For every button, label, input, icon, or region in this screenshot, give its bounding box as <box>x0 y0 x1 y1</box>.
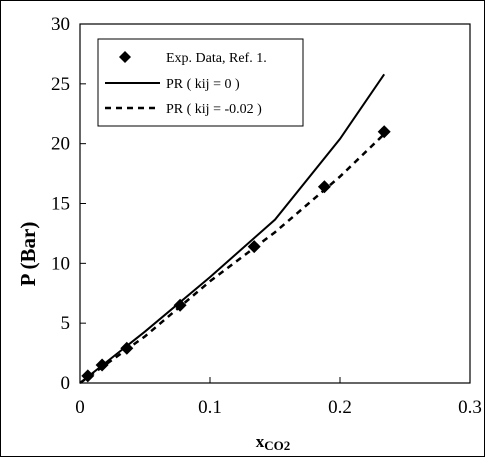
data-series <box>79 73 391 385</box>
x-axis-label-main: x <box>256 432 265 451</box>
x-tick-label: 0.1 <box>198 397 222 418</box>
legend: Exp. Data, Ref. 1. PR ( kij = 0 ) PR ( kij… <box>97 38 304 127</box>
legend-label: PR ( kij = 0 ) <box>166 77 240 92</box>
data-point-diamond <box>377 125 391 139</box>
x-axis-label: xCO2 <box>256 432 291 453</box>
legend-marker-diamond <box>119 51 131 63</box>
y-tick-label: 25 <box>51 74 70 95</box>
x-tick-label: 0.2 <box>328 397 352 418</box>
legend-label: Exp. Data, Ref. 1. <box>166 51 267 66</box>
axis-ticks: 0 5 10 15 20 25 30 0 0.1 0.2 0.3 <box>51 14 482 418</box>
data-point-diamond <box>317 180 331 194</box>
x-axis-label-subscript: CO2 <box>264 438 290 453</box>
x-tick-label: 0.3 <box>458 397 482 418</box>
y-tick-label: 10 <box>51 253 70 274</box>
y-tick-label: 30 <box>51 14 70 35</box>
y-tick-label: 0 <box>61 373 71 394</box>
series-line-dashed <box>79 133 386 385</box>
series-line-solid <box>79 73 386 384</box>
y-tick-label: 20 <box>51 134 70 155</box>
y-axis-label: P (Bar) <box>16 222 40 287</box>
x-tick-label: 0 <box>75 397 85 418</box>
legend-label: PR ( kij = -0.02 ) <box>166 102 262 117</box>
y-tick-label: 5 <box>61 313 71 334</box>
y-tick-label: 15 <box>51 194 70 215</box>
